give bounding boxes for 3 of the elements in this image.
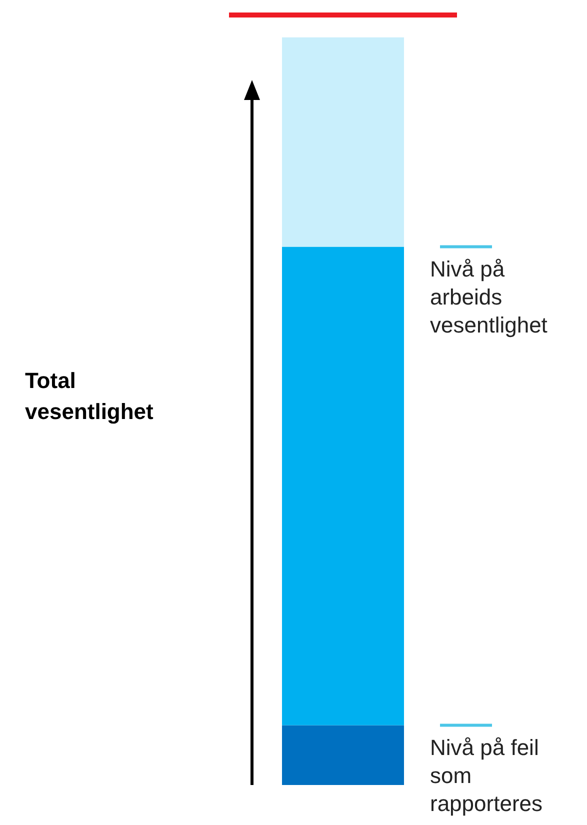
text: Total vesentlighet: [25, 368, 154, 424]
ref-line-label: Nivå på arbeids vesentlighet: [430, 256, 548, 338]
ref-line-label: Nivå på feil som rapporteres: [430, 735, 543, 816]
